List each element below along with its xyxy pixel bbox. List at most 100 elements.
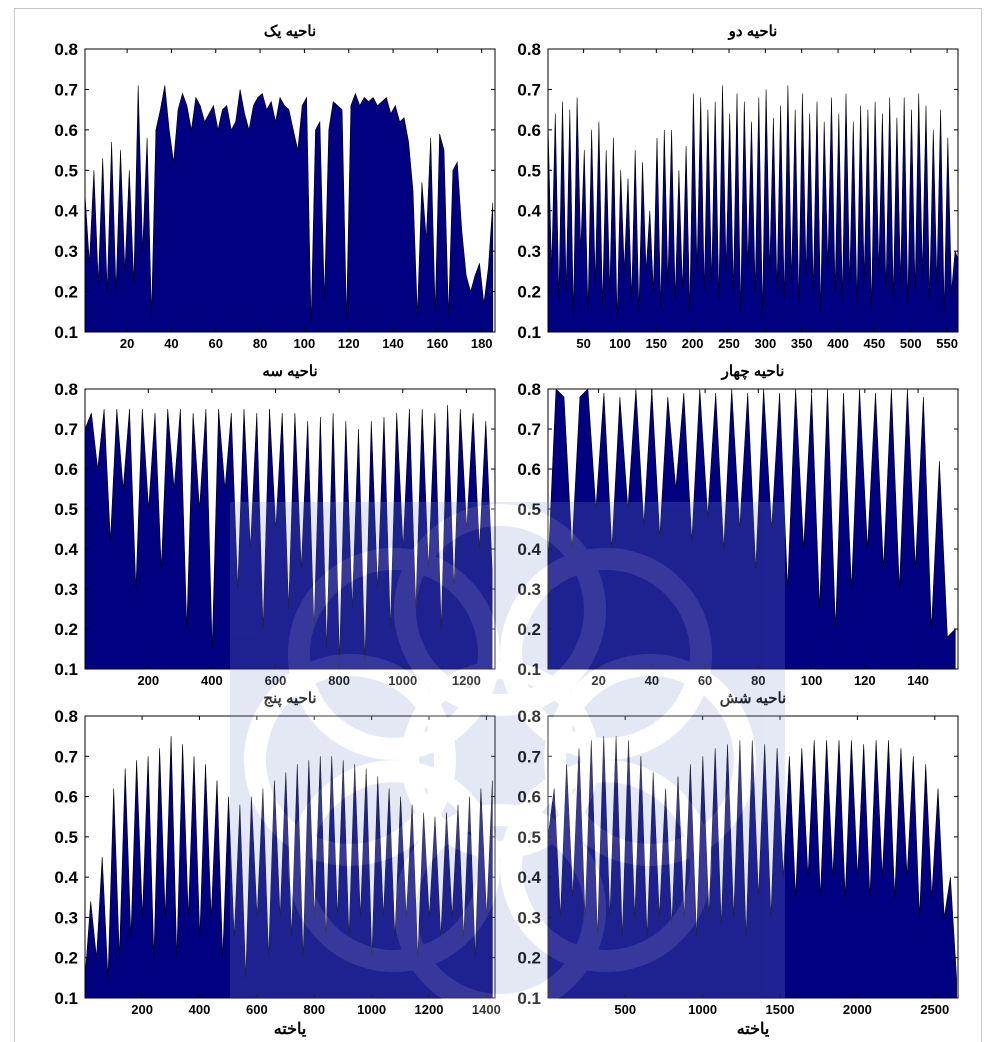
y-tick-label: 0.7 [517, 80, 541, 99]
plot-border [547, 48, 959, 333]
x-tick-label: 100 [801, 673, 823, 688]
y-tick-label: 0.7 [517, 747, 541, 766]
x-tick-label: 100 [609, 336, 631, 351]
y-tick-label: 0.6 [54, 121, 78, 140]
x-tick-label: 1000 [688, 1002, 717, 1017]
y-tick-label: 0.3 [54, 908, 78, 927]
panel-1: 0.1 0.2 0.3 0.4 0.5 0.6 0.7 0.8 20 40 60 80 100 120 14… [54, 23, 496, 351]
x-tick-label: 180 [471, 336, 493, 351]
x-tick-label: 60 [209, 336, 223, 351]
x-tick-label: 80 [751, 673, 765, 688]
y-tick-label: 0.4 [54, 540, 78, 559]
area-series [548, 85, 958, 332]
y-tick-label: 0.2 [54, 949, 78, 968]
x-tick-label: 400 [827, 336, 849, 351]
y-tick-label: 0.3 [517, 242, 541, 261]
y-tick-label: 0.7 [54, 747, 78, 766]
y-tick-label: 0.8 [517, 707, 541, 726]
x-tick-label: 800 [303, 1002, 325, 1017]
y-tick-label: 0.6 [517, 788, 541, 807]
panel-5: 0.1 0.2 0.3 0.4 0.5 0.6 0.7 0.8 200 400 600 800 1000… [54, 690, 500, 1038]
x-tick-label: 600 [265, 673, 287, 688]
y-tick-label: 0.4 [517, 868, 541, 887]
y-tick-label: 0.1 [54, 323, 78, 342]
x-tick-label: 400 [189, 1002, 211, 1017]
y-tick-label: 0.4 [54, 868, 78, 887]
x-tick-label: 500 [614, 1002, 636, 1017]
x-tick-label: 40 [645, 673, 659, 688]
x-tick-label: 1200 [452, 673, 481, 688]
y-tick-label: 0.4 [54, 202, 78, 221]
watermark-logo [230, 502, 785, 1016]
area-series [85, 85, 494, 332]
panel-6: 0.1 0.2 0.3 0.4 0.5 0.6 0.7 0.8 500 1000 1500 2000 2… [517, 690, 959, 1038]
y-tick-label: 0.1 [54, 660, 78, 679]
x-tick-label: 600 [246, 1002, 268, 1017]
x-tick-label: 120 [338, 336, 360, 351]
y-tick-label: 0.8 [54, 707, 78, 726]
x-axis-label: یاخته [274, 1021, 307, 1038]
plot-border [547, 388, 959, 670]
y-tick-label: 0.8 [54, 40, 78, 59]
x-tick-label: 140 [382, 336, 404, 351]
x-tick-label: 2000 [843, 1002, 872, 1017]
y-tick-label: 0.8 [54, 380, 78, 399]
y-tick-label: 0.4 [517, 202, 541, 221]
x-tick-label: 2500 [920, 1002, 949, 1017]
y-tick-label: 0.2 [54, 283, 78, 302]
area-series [548, 736, 957, 998]
x-tick-label: 350 [791, 336, 813, 351]
panel-2: 0.1 0.2 0.3 0.4 0.5 0.6 0.7 0.8 50 100 150 200 250 30… [517, 23, 959, 351]
x-tick-label: 40 [164, 336, 178, 351]
y-tick-label: 0.6 [54, 788, 78, 807]
y-tick-label: 0.5 [517, 828, 541, 847]
x-tick-label: 80 [253, 336, 267, 351]
y-tick-label: 0.7 [54, 80, 78, 99]
x-tick-label: 100 [294, 336, 316, 351]
y-tick-label: 0.4 [517, 540, 541, 559]
plot-border [84, 715, 496, 999]
panel-4: 0.1 0.2 0.3 0.4 0.5 0.6 0.7 0.8 20 40 60 80 100 120 14… [517, 363, 959, 688]
x-tick-label: 1200 [415, 1002, 444, 1017]
x-tick-label: 200 [137, 673, 159, 688]
y-tick-label: 0.5 [517, 500, 541, 519]
plot-border [547, 715, 959, 999]
y-tick-label: 0.3 [517, 908, 541, 927]
panel-3: 0.1 0.2 0.3 0.4 0.5 0.6 0.7 0.8 200 400 600 800 1000… [54, 363, 496, 688]
y-tick-label: 0.6 [54, 460, 78, 479]
x-tick-label: 20 [120, 336, 134, 351]
plot-border [84, 388, 496, 670]
area-series [548, 389, 956, 669]
y-tick-label: 0.6 [517, 460, 541, 479]
y-tick-label: 0.6 [517, 121, 541, 140]
panel-title: ناحیه چهار [721, 363, 785, 380]
x-tick-label: 20 [591, 673, 605, 688]
plot-border [84, 48, 496, 333]
y-tick-label: 0.8 [517, 40, 541, 59]
area-series [85, 736, 493, 998]
area-series [85, 404, 493, 669]
x-tick-label: 200 [131, 1002, 153, 1017]
x-tick-label: 1400 [472, 1002, 501, 1017]
y-tick-label: 0.2 [517, 949, 541, 968]
x-axis-label: یاخته [737, 1021, 770, 1038]
x-tick-label: 160 [427, 336, 449, 351]
y-tick-label: 0.7 [517, 420, 541, 439]
panel-title: ناحیه پنج [263, 690, 316, 708]
y-tick-label: 0.5 [54, 500, 78, 519]
y-tick-label: 0.8 [517, 380, 541, 399]
x-tick-label: 1500 [766, 1002, 795, 1017]
x-tick-label: 450 [864, 336, 886, 351]
y-tick-label: 0.2 [517, 283, 541, 302]
y-tick-label: 0.2 [54, 620, 78, 639]
x-tick-label: 550 [936, 336, 958, 351]
y-tick-label: 0.7 [54, 420, 78, 439]
figure-frame [14, 8, 982, 1042]
y-tick-label: 0.1 [54, 989, 78, 1008]
y-tick-label: 0.1 [517, 323, 541, 342]
x-tick-label: 1000 [357, 1002, 386, 1017]
x-tick-label: 300 [755, 336, 777, 351]
x-tick-label: 250 [718, 336, 740, 351]
x-tick-label: 500 [900, 336, 922, 351]
